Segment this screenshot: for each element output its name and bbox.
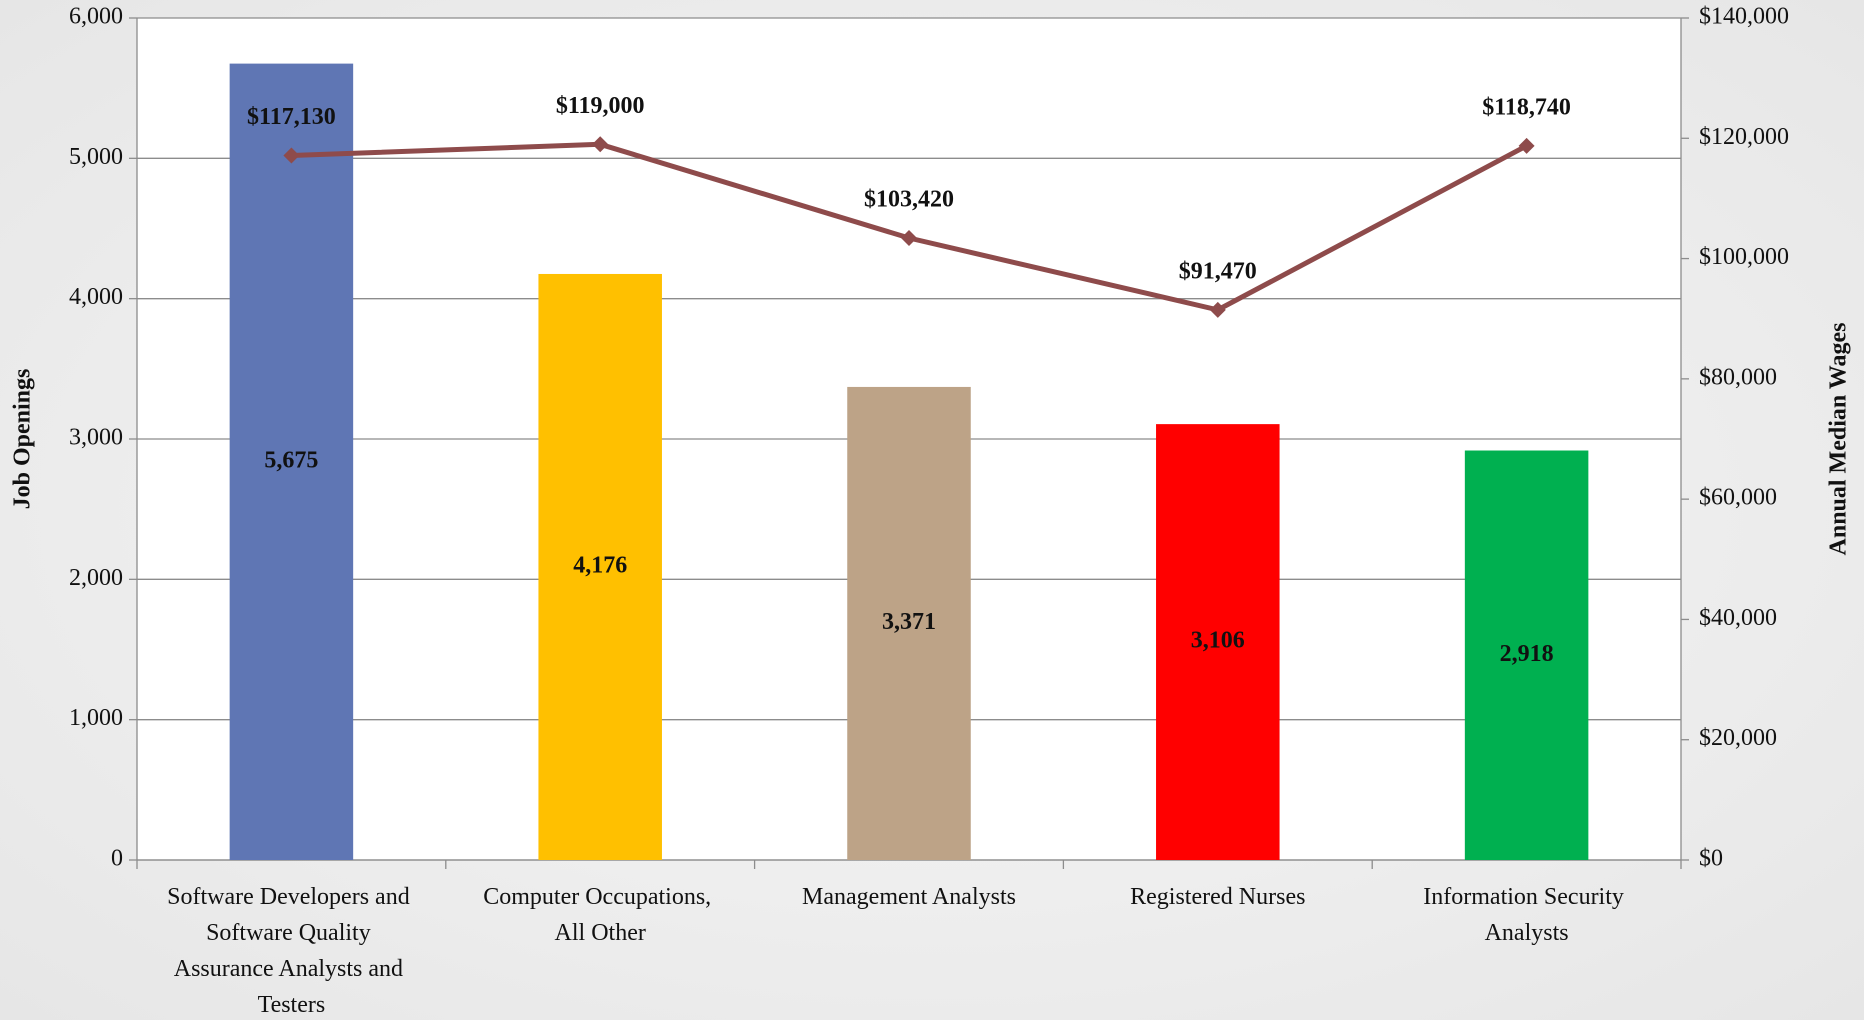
x-tick-label: Registered Nurses [1130,884,1305,910]
y2-tick-label: $40,000 [1699,605,1777,631]
line-marker [283,147,300,164]
x-tick-label: Software Developers and Software Quality… [167,884,416,1018]
line-marker [1209,301,1226,318]
bar-value-label: 3,371 [882,609,936,635]
x-tick-label: Information Security Analysts [1423,884,1630,946]
bar [229,63,354,860]
x-tick-label: Management Analysts [802,884,1016,910]
y-tick-label: 1,000 [69,705,123,731]
y2-tick-label: $20,000 [1699,725,1777,751]
y-tick-label: 5,000 [69,144,123,170]
line-value-label: $103,420 [864,187,954,213]
y-tick-label: 0 [111,846,123,872]
bar [1464,450,1589,860]
y-tick-label: 3,000 [69,425,123,451]
y-tick-label: 4,000 [69,284,123,310]
y2-tick-label: $80,000 [1699,364,1777,390]
y2-axis-title: Annual Median Wages [1826,323,1852,556]
y2-tick-label: $140,000 [1699,4,1789,30]
line-value-label: $118,740 [1482,94,1571,120]
bar-value-label: 5,675 [264,447,318,473]
line-marker [901,230,917,247]
y-tick-label: 6,000 [69,4,123,30]
bar-value-label: 2,918 [1500,641,1554,667]
line-value-label: $119,000 [556,93,645,119]
line-value-label: $117,130 [247,104,336,130]
line-value-label: $91,470 [1179,258,1257,284]
y2-tick-label: $120,000 [1699,124,1789,150]
y2-tick-label: $60,000 [1699,485,1777,511]
bar [538,273,662,860]
y2-tick-label: $100,000 [1699,244,1789,270]
line-marker [592,136,609,153]
y-tick-label: 2,000 [69,565,123,591]
y-axis-title: Job Openings [10,369,36,510]
y2-tick-label: $0 [1699,846,1723,872]
bar-value-label: 4,176 [573,552,627,578]
x-tick-label: Computer Occupations, All Other [483,884,717,946]
bar [1156,424,1280,860]
line-marker [1518,137,1535,154]
bar [847,386,971,860]
bar-value-label: 3,106 [1191,628,1245,654]
